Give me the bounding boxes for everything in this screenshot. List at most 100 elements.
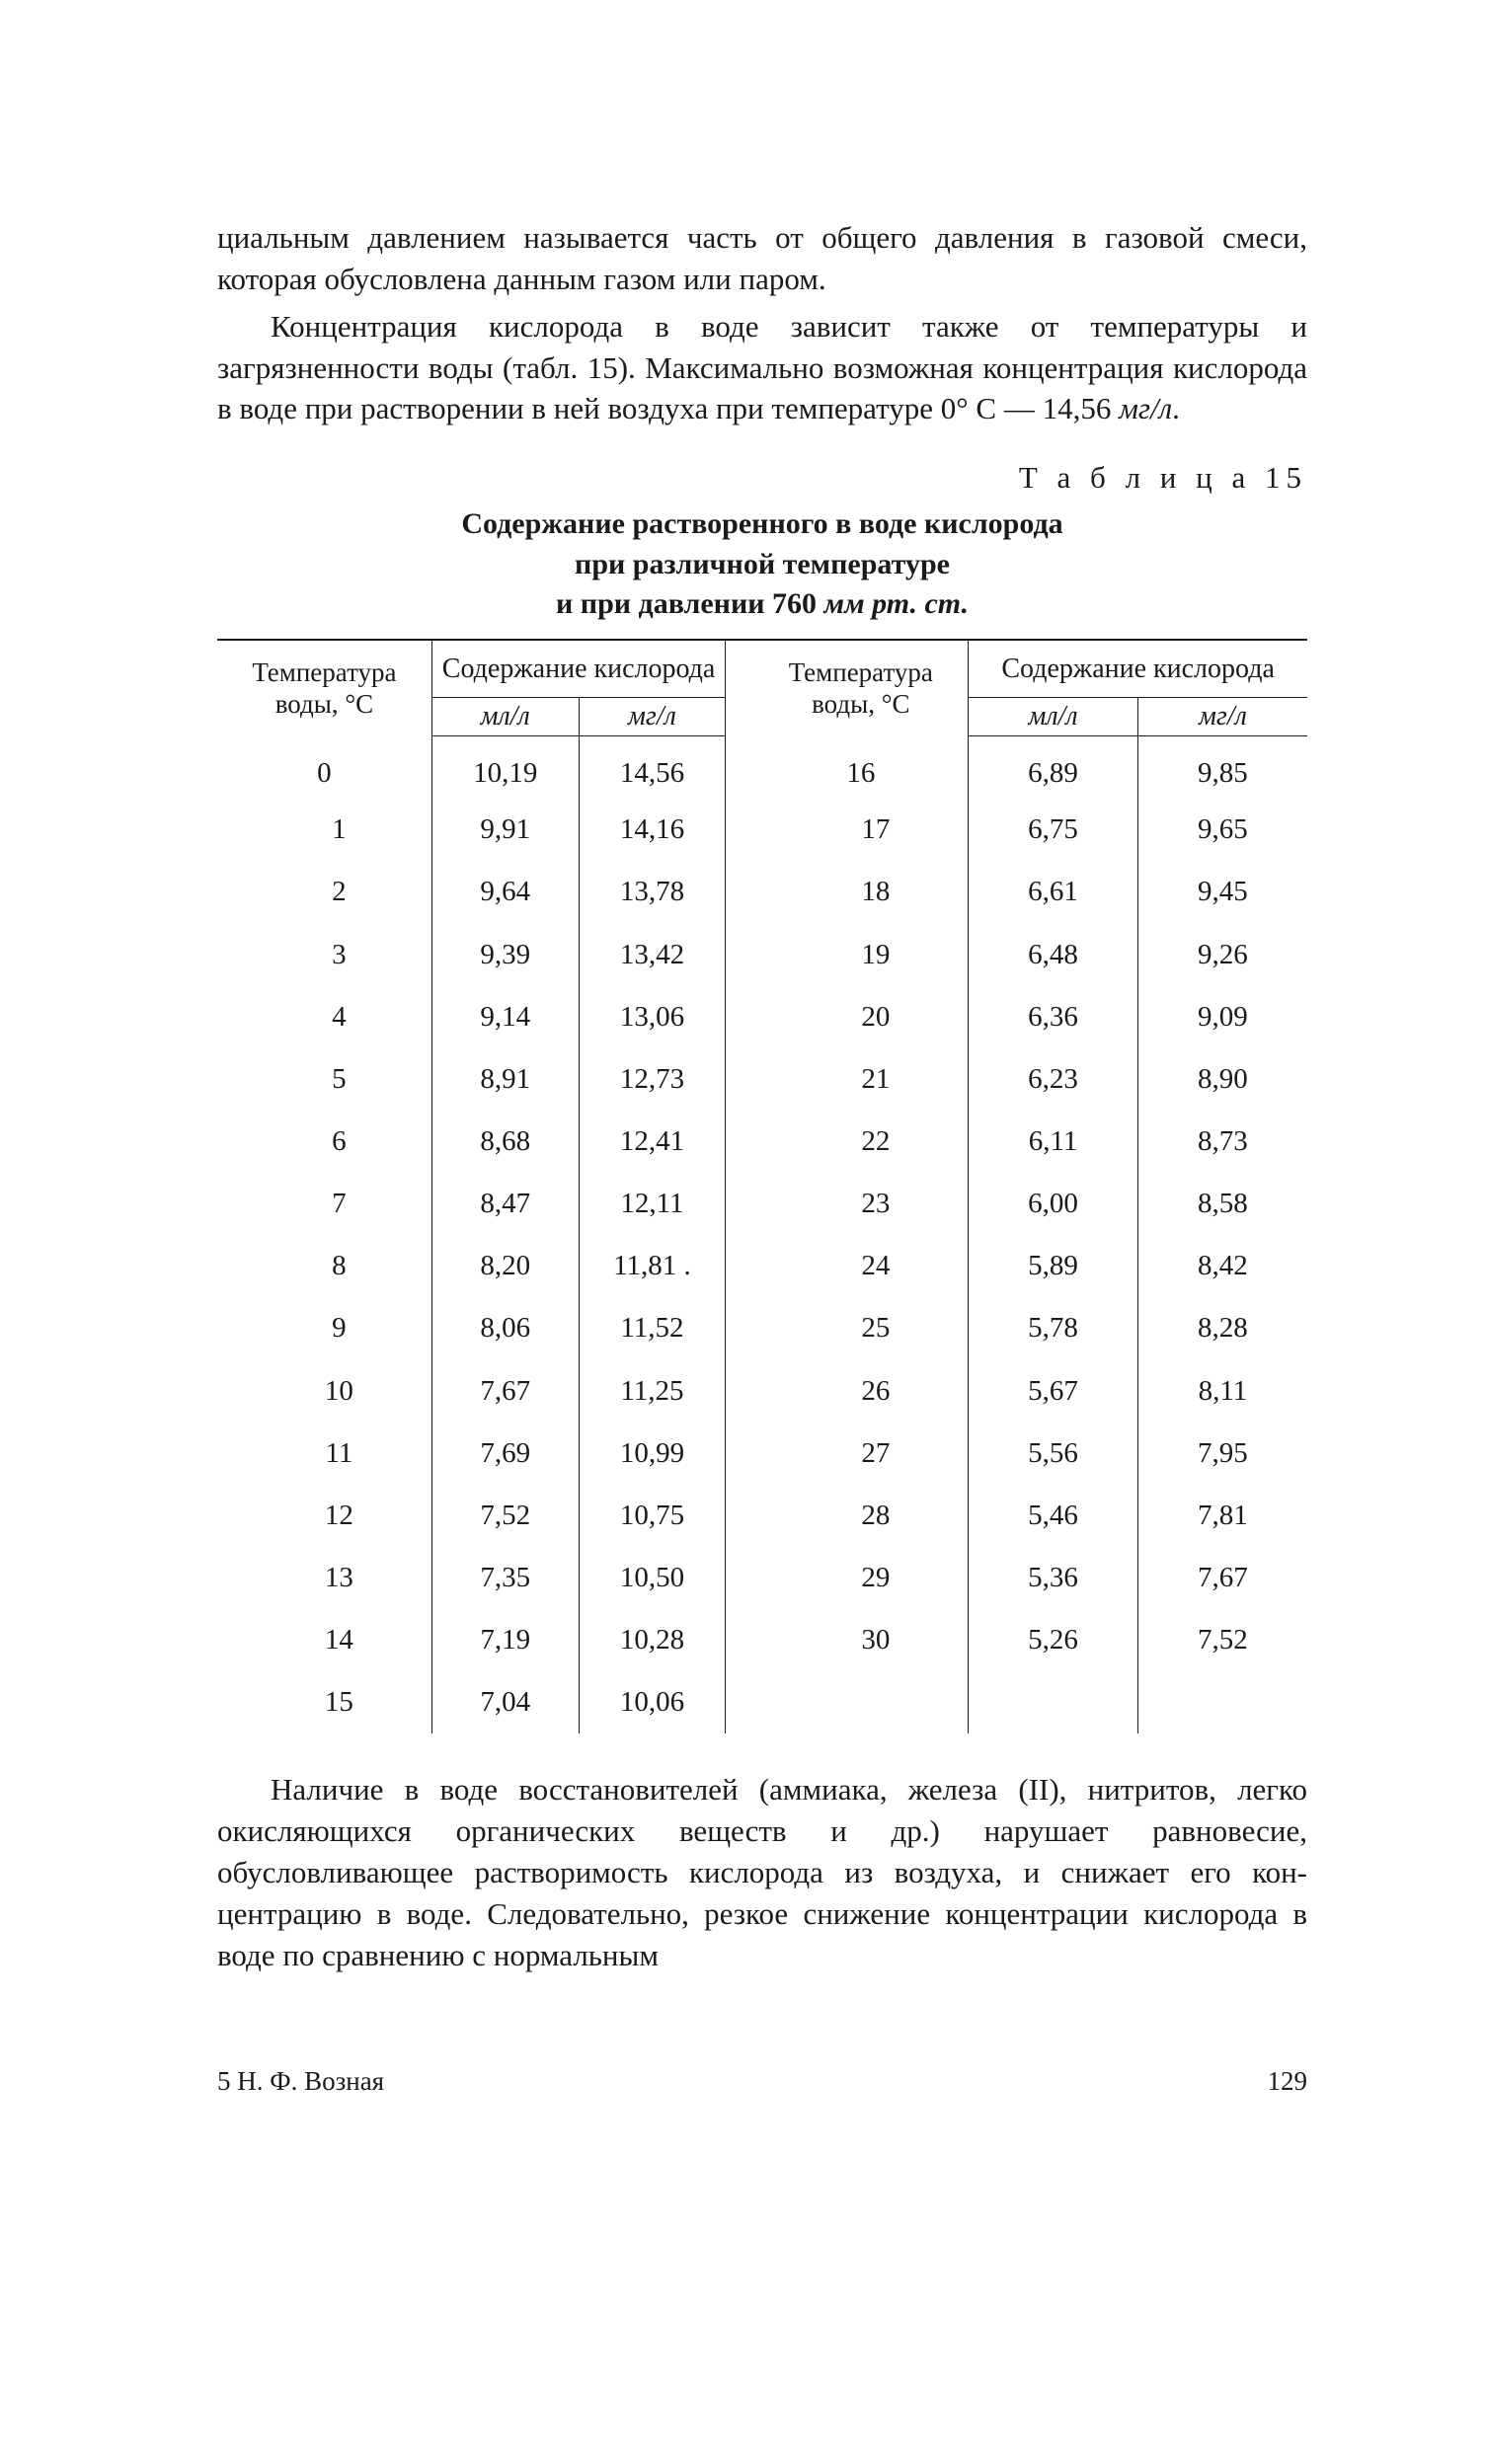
table-row: 39,3913,42196,489,26 <box>217 924 1307 986</box>
table-cell: 29 <box>753 1547 968 1609</box>
paragraph-2-italic: мг/л <box>1119 391 1172 425</box>
table-cell: 10,19 <box>431 736 579 800</box>
table-cell: 7,19 <box>431 1609 579 1671</box>
table-cell: 10 <box>217 1360 431 1423</box>
table-cell: 7,35 <box>431 1547 579 1609</box>
table-cell <box>726 736 754 800</box>
table-cell: 5,78 <box>969 1297 1138 1359</box>
table-cell: 8,42 <box>1137 1235 1307 1297</box>
th-ml-left: мл/л <box>431 698 579 736</box>
table-cell: 5,67 <box>969 1360 1138 1423</box>
table-cell: 8,58 <box>1137 1173 1307 1235</box>
table-cell: 5 <box>217 1048 431 1111</box>
caption-line-1: Содержание растворенного в воде кислород… <box>461 507 1062 540</box>
paragraph-2: Концентрация кислорода в воде зависит та… <box>217 306 1307 430</box>
table-row: 147,1910,28305,267,52 <box>217 1609 1307 1671</box>
table-cell <box>726 924 754 986</box>
table-cell <box>726 1547 754 1609</box>
table-row: 29,6413,78186,619,45 <box>217 861 1307 923</box>
caption-line-2: при различной температуре <box>575 548 950 580</box>
table-cell: 7 <box>217 1173 431 1235</box>
table-cell: 6,00 <box>969 1173 1138 1235</box>
table-cell: 7,95 <box>1137 1423 1307 1485</box>
table-row: 78,4712,11 236,008,58 <box>217 1173 1307 1235</box>
footer-right: 129 <box>1268 2063 1308 2099</box>
table-row: 98,0611,52255,788,28 <box>217 1297 1307 1359</box>
table-cell <box>1137 1671 1307 1733</box>
table-cell: 9,26 <box>1137 924 1307 986</box>
table-cell: 30 <box>753 1609 968 1671</box>
paragraph-1-text: циальным давлением называется часть от о… <box>217 220 1307 296</box>
table-cell: 10,50 <box>579 1547 726 1609</box>
table-cell: 3 <box>217 924 431 986</box>
table-cell: 13,78 <box>579 861 726 923</box>
table-cell: 7,67 <box>1137 1547 1307 1609</box>
table-cell: 10,06 <box>579 1671 726 1733</box>
table-cell: 2 <box>217 861 431 923</box>
table-cell: 9,65 <box>1137 799 1307 861</box>
table-cell: 5,46 <box>969 1485 1138 1547</box>
table-cell <box>726 1360 754 1423</box>
table-cell: 9,09 <box>1137 986 1307 1048</box>
table-cell: 7,69 <box>431 1423 579 1485</box>
paragraph-1: циальным давлением называется часть от о… <box>217 217 1307 300</box>
table-cell: 12,41 <box>579 1111 726 1173</box>
table-cell <box>753 1671 968 1733</box>
table-cell: 6,61 <box>969 861 1138 923</box>
table-cell: 16 <box>753 736 968 800</box>
table-cell: 4 <box>217 986 431 1048</box>
table-cell: 8,11 <box>1137 1360 1307 1423</box>
table-cell: 5,36 <box>969 1547 1138 1609</box>
table-cell: 6,75 <box>969 799 1138 861</box>
table-cell: 14,16 <box>579 799 726 861</box>
table-cell <box>726 1111 754 1173</box>
table-cell: 9,91 <box>431 799 579 861</box>
table-row: 137,3510,50295,367,67 <box>217 1547 1307 1609</box>
table-cell: 6,36 <box>969 986 1138 1048</box>
paragraph-3: Наличие в воде восстановителей (аммиака,… <box>217 1769 1307 1975</box>
table-cell: 10,75 <box>579 1485 726 1547</box>
table-cell: 5,89 <box>969 1235 1138 1297</box>
table-cell: 8 <box>217 1235 431 1297</box>
table-cell: 9,14 <box>431 986 579 1048</box>
table-cell: 14 <box>217 1609 431 1671</box>
table-row: 157,0410,06 <box>217 1671 1307 1733</box>
footer-left: 5 Н. Ф. Возная <box>217 2063 384 2099</box>
paragraph-3-text: Наличие в воде восстановителей (аммиака,… <box>217 1772 1307 1971</box>
table-cell: 7,81 <box>1137 1485 1307 1547</box>
table-row: 127,5210,75285,467,81 <box>217 1485 1307 1547</box>
table-cell: 12,11 <box>579 1173 726 1235</box>
table-cell: 24 <box>753 1235 968 1297</box>
table-cell: 21 <box>753 1048 968 1111</box>
table-cell: 11,25 <box>579 1360 726 1423</box>
paragraph-2-text-c: . <box>1172 391 1180 425</box>
table-cell <box>726 1235 754 1297</box>
table-cell: 9 <box>217 1297 431 1359</box>
table-cell: 8,90 <box>1137 1048 1307 1111</box>
table-cell <box>726 861 754 923</box>
th-mg-left: мг/л <box>579 698 726 736</box>
th-temp-left: Температура воды, °С <box>217 640 431 736</box>
table-cell: 18 <box>753 861 968 923</box>
table-label: Т а б л и ц а 15 <box>217 457 1307 499</box>
table-cell: 9,85 <box>1137 736 1307 800</box>
table-cell <box>726 1423 754 1485</box>
table-cell: 12 <box>217 1485 431 1547</box>
table-cell: 8,47 <box>431 1173 579 1235</box>
table-row: 58,9112,73216,238,90 <box>217 1048 1307 1111</box>
table-cell: 1 <box>217 799 431 861</box>
table-cell <box>969 1671 1138 1733</box>
table-cell <box>726 1173 754 1235</box>
table-cell: 7,04 <box>431 1671 579 1733</box>
table-cell: 23 <box>753 1173 968 1235</box>
table-row: 49,1413,06206,369,09 <box>217 986 1307 1048</box>
table-cell: 8,28 <box>1137 1297 1307 1359</box>
table-cell: 11 <box>217 1423 431 1485</box>
table-cell: 14,56 <box>579 736 726 800</box>
th-group-right: Содержание кислорода <box>969 640 1307 698</box>
table-cell: 11,81 . <box>579 1235 726 1297</box>
table-body: 010,1914,56166,899,8519,9114,16176,759,6… <box>217 736 1307 1734</box>
table-cell <box>726 1671 754 1733</box>
table-cell: 25 <box>753 1297 968 1359</box>
table-cell: 6,11 <box>969 1111 1138 1173</box>
